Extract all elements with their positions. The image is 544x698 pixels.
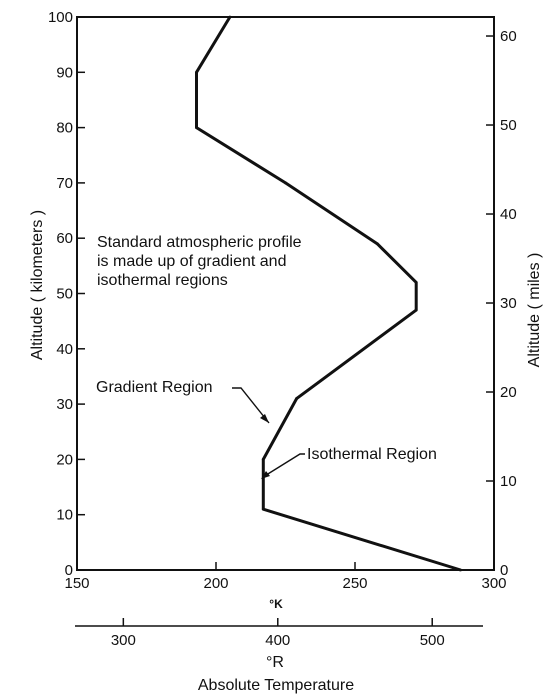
plot-frame [76, 16, 495, 571]
y-left-tick-label: 90 [56, 64, 73, 81]
series-point [261, 507, 265, 511]
profile-note-line-1: Standard atmospheric profile [97, 234, 302, 251]
x-rankine-tick-label: 500 [420, 632, 445, 649]
y-left-tick-label: 70 [56, 175, 73, 192]
series-points [195, 15, 463, 572]
y-right-tick-label: 40 [500, 206, 517, 223]
profile-note-line-3: isothermal regions [97, 272, 228, 289]
y-left-tick-label: 80 [56, 120, 73, 137]
x-unit-rankine: °R [266, 654, 284, 671]
series-point [228, 15, 232, 19]
y-right-axis: 0 10 20 30 40 50 60 [486, 28, 517, 579]
y-left-axis-title: Altitude ( kilometers ) [29, 210, 46, 360]
x-kelvin-tick-label: 250 [342, 575, 367, 592]
x-kelvin-axis: 150 200 250 300 [64, 562, 507, 592]
series-point [195, 126, 198, 129]
y-left-tick-label: 100 [48, 9, 73, 26]
y-right-tick-label: 10 [500, 473, 517, 490]
series-point [195, 70, 198, 74]
y-left-tick-label: 30 [56, 396, 73, 413]
x-unit-kelvin: °K [269, 597, 283, 611]
isothermal-region-label: Isothermal Region [307, 446, 437, 463]
series-line-temperature-profile [195, 16, 462, 572]
x-kelvin-tick-label: 150 [64, 575, 89, 592]
series-point [414, 308, 418, 312]
series-point [414, 281, 418, 284]
y-right-tick-label: 60 [500, 28, 517, 45]
y-left-axis: 0 10 20 30 40 50 60 70 80 90 100 [48, 9, 85, 579]
series-point [284, 181, 287, 185]
y-right-axis-title: Altitude ( miles ) [526, 253, 543, 368]
y-left-tick-label: 40 [56, 341, 73, 358]
x-rankine-axis: 300 400 500 [75, 618, 483, 649]
profile-note-line-2: is made up of gradient and [97, 253, 286, 270]
isothermal-region-arrowhead [261, 471, 270, 479]
x-rankine-tick-label: 300 [111, 632, 136, 649]
series-point [295, 397, 299, 400]
x-kelvin-tick-label: 300 [481, 575, 506, 592]
y-left-tick-label: 50 [56, 286, 73, 303]
x-kelvin-tick-label: 200 [203, 575, 228, 592]
gradient-region-arrow [232, 387, 270, 424]
y-right-tick-label: 0 [500, 562, 508, 579]
x-axis-title: Absolute Temperature [198, 677, 354, 694]
y-right-tick-label: 20 [500, 384, 517, 401]
x-rankine-tick-label: 400 [265, 632, 290, 649]
y-right-tick-label: 50 [500, 117, 517, 134]
y-right-tick-label: 30 [500, 295, 517, 312]
series-point [261, 458, 265, 461]
y-left-tick-label: 20 [56, 451, 73, 468]
gradient-region-label: Gradient Region [96, 379, 213, 396]
isothermal-region-arrow [262, 453, 305, 478]
gradient-region-arrowhead [260, 414, 269, 423]
series-point [375, 242, 379, 246]
y-left-tick-label: 60 [56, 230, 73, 247]
y-left-tick-label: 10 [56, 507, 73, 524]
y-left-tick-label: 0 [65, 562, 73, 579]
series-point [459, 568, 463, 572]
